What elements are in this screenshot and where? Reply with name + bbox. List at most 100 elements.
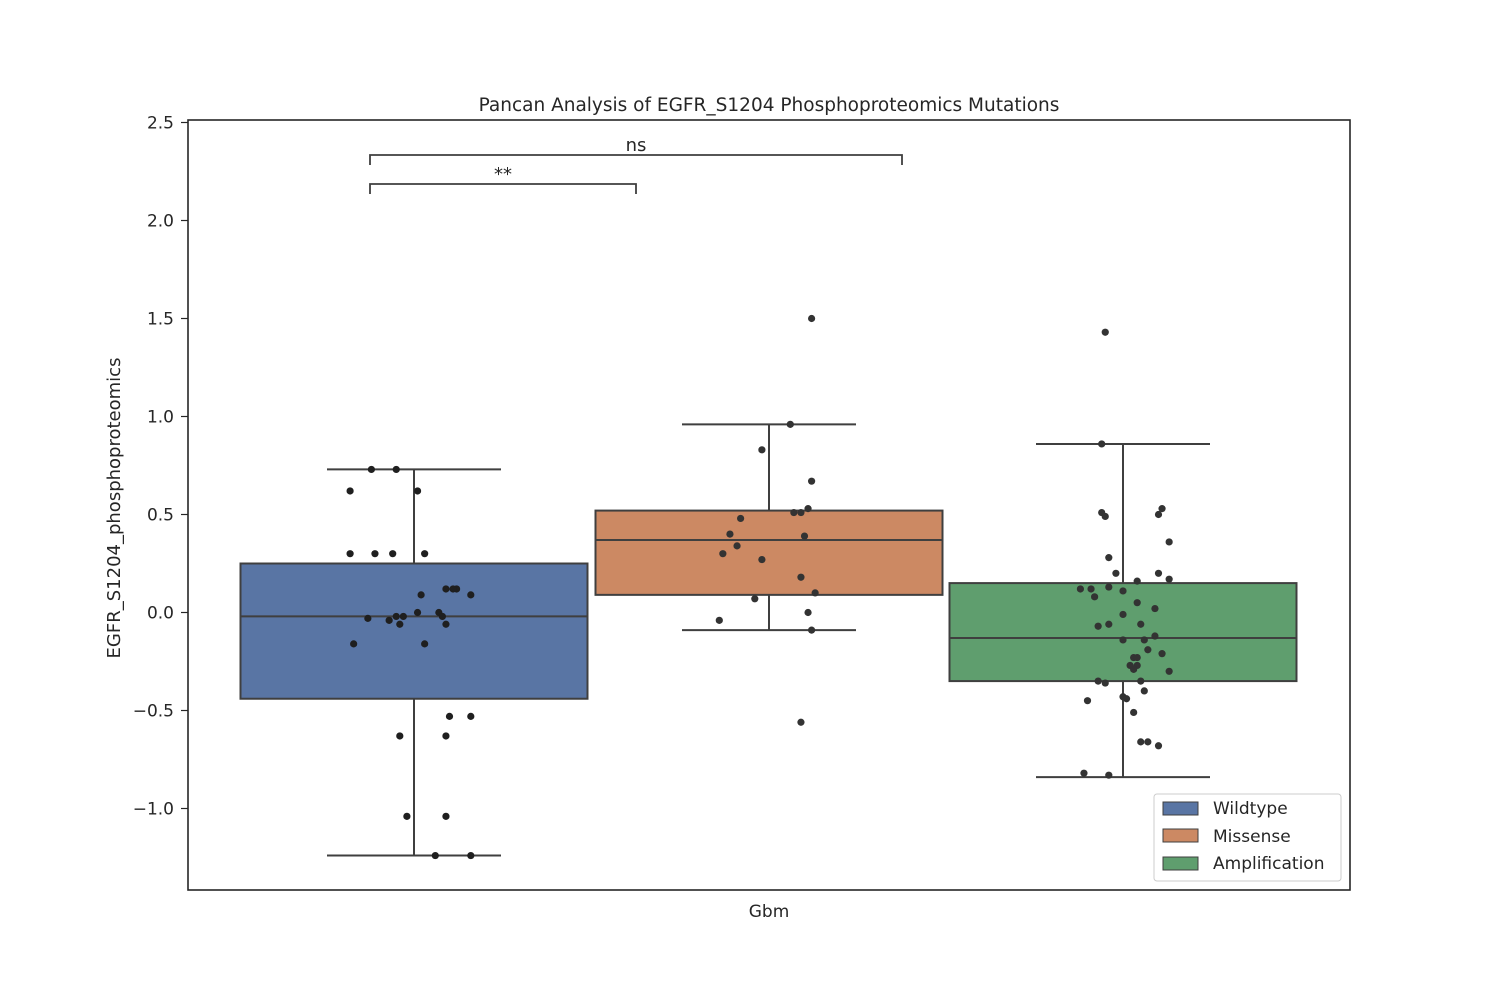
data-point-wildtype [431, 851, 439, 860]
data-point-amplification [1140, 636, 1148, 644]
significance-label: ns [626, 135, 647, 156]
data-point-amplification [1165, 538, 1173, 546]
data-point-amplification [1119, 636, 1127, 644]
data-point-amplification [1151, 632, 1159, 640]
data-point-amplification [1165, 667, 1173, 675]
data-point-amplification [1158, 650, 1166, 658]
y-tick-label: 1.5 [147, 310, 174, 330]
data-point-amplification [1133, 653, 1141, 662]
data-point-amplification [1112, 569, 1120, 577]
data-point-wildtype [467, 712, 475, 720]
data-point-wildtype [449, 585, 457, 593]
data-point-amplification [1080, 769, 1088, 777]
data-point-amplification [1101, 512, 1109, 521]
data-point-amplification [1133, 577, 1141, 585]
data-point-amplification [1137, 620, 1145, 628]
chart-title: Pancan Analysis of EGFR_S1204 Phosphopro… [479, 95, 1060, 116]
box-missense [594, 509, 944, 596]
data-point-amplification [1101, 328, 1109, 336]
data-point-amplification [1144, 646, 1152, 654]
data-point-amplification [1140, 687, 1148, 695]
y-tick-label: −0.5 [133, 702, 174, 722]
data-point-amplification [1101, 679, 1109, 687]
data-point-amplification [1137, 677, 1145, 685]
data-point-amplification [1087, 585, 1095, 593]
data-point-missense [808, 477, 816, 485]
data-point-missense [808, 626, 816, 634]
data-point-wildtype [346, 550, 354, 558]
legend-label-missense: Missense [1213, 827, 1291, 847]
data-point-amplification [1122, 695, 1131, 703]
data-point-wildtype [442, 620, 450, 628]
significance-label: ** [494, 164, 512, 185]
data-point-missense [797, 508, 805, 517]
data-point-wildtype [367, 465, 375, 474]
data-point-amplification [1119, 610, 1127, 619]
y-tick-label: 1.0 [147, 408, 174, 428]
y-axis-label: EGFR_S1204_phosphoproteomics [104, 358, 125, 659]
data-point-wildtype [421, 640, 429, 648]
box-wildtype [239, 562, 589, 700]
data-point-amplification [1144, 738, 1152, 746]
data-point-wildtype [385, 616, 393, 624]
legend-swatch-missense [1162, 828, 1199, 843]
legend-label-amplification: Amplification [1213, 854, 1324, 874]
data-point-missense [751, 595, 759, 603]
data-point-missense [758, 446, 766, 454]
y-axis-ticks: −1.0 −0.5 0.0 0.5 1.0 1.5 2.0 2.5 [133, 114, 188, 820]
data-point-amplification [1158, 505, 1166, 513]
data-point-missense [797, 718, 805, 726]
y-tick-label: 0.0 [147, 604, 174, 624]
data-point-wildtype [396, 620, 404, 628]
data-point-wildtype [364, 614, 372, 622]
data-point-wildtype [413, 608, 422, 617]
data-point-amplification [1094, 677, 1102, 685]
data-point-amplification [1105, 771, 1113, 779]
significance-bracket [369, 154, 903, 165]
legend: Wildtype Missense Amplification [1153, 793, 1342, 882]
data-point-missense [715, 616, 723, 624]
significance-layer: ** ns [369, 135, 903, 194]
data-point-wildtype [417, 591, 425, 599]
data-point-wildtype [403, 812, 411, 820]
data-point-wildtype [396, 732, 404, 740]
significance-bracket [369, 183, 637, 194]
data-point-missense [804, 608, 812, 617]
data-point-amplification [1094, 622, 1102, 630]
data-point-wildtype [413, 487, 422, 495]
data-point-amplification [1165, 575, 1173, 583]
y-tick-label: 0.5 [147, 506, 174, 526]
data-point-missense [800, 532, 809, 540]
data-point-wildtype [371, 550, 379, 558]
data-point-amplification [1091, 593, 1099, 601]
data-point-wildtype [389, 550, 397, 558]
data-point-amplification [1105, 554, 1113, 562]
data-point-amplification [1154, 510, 1163, 519]
data-point-wildtype [467, 851, 475, 860]
data-point-wildtype [350, 640, 358, 648]
data-point-amplification [1133, 599, 1141, 607]
data-point-missense [726, 530, 734, 538]
data-point-wildtype [442, 585, 450, 593]
plot-frame [187, 119, 1351, 891]
legend-label-wildtype: Wildtype [1213, 799, 1288, 819]
data-point-amplification [1130, 665, 1138, 673]
points-layer [346, 314, 1173, 860]
legend-swatch-wildtype [1162, 801, 1199, 816]
data-point-missense [733, 542, 741, 550]
data-point-wildtype [421, 550, 429, 558]
legend-frame [1153, 793, 1342, 882]
data-point-missense [808, 314, 816, 323]
data-point-amplification [1137, 738, 1145, 746]
data-point-amplification [1151, 604, 1159, 613]
data-point-amplification [1105, 583, 1113, 591]
data-point-wildtype [392, 612, 400, 621]
data-point-missense [790, 508, 798, 517]
y-tick-label: 2.5 [147, 114, 174, 134]
data-point-missense [804, 505, 812, 513]
data-point-amplification [1105, 620, 1113, 628]
data-point-wildtype [442, 732, 450, 740]
data-point-wildtype [467, 591, 475, 599]
data-point-amplification [1076, 585, 1084, 593]
